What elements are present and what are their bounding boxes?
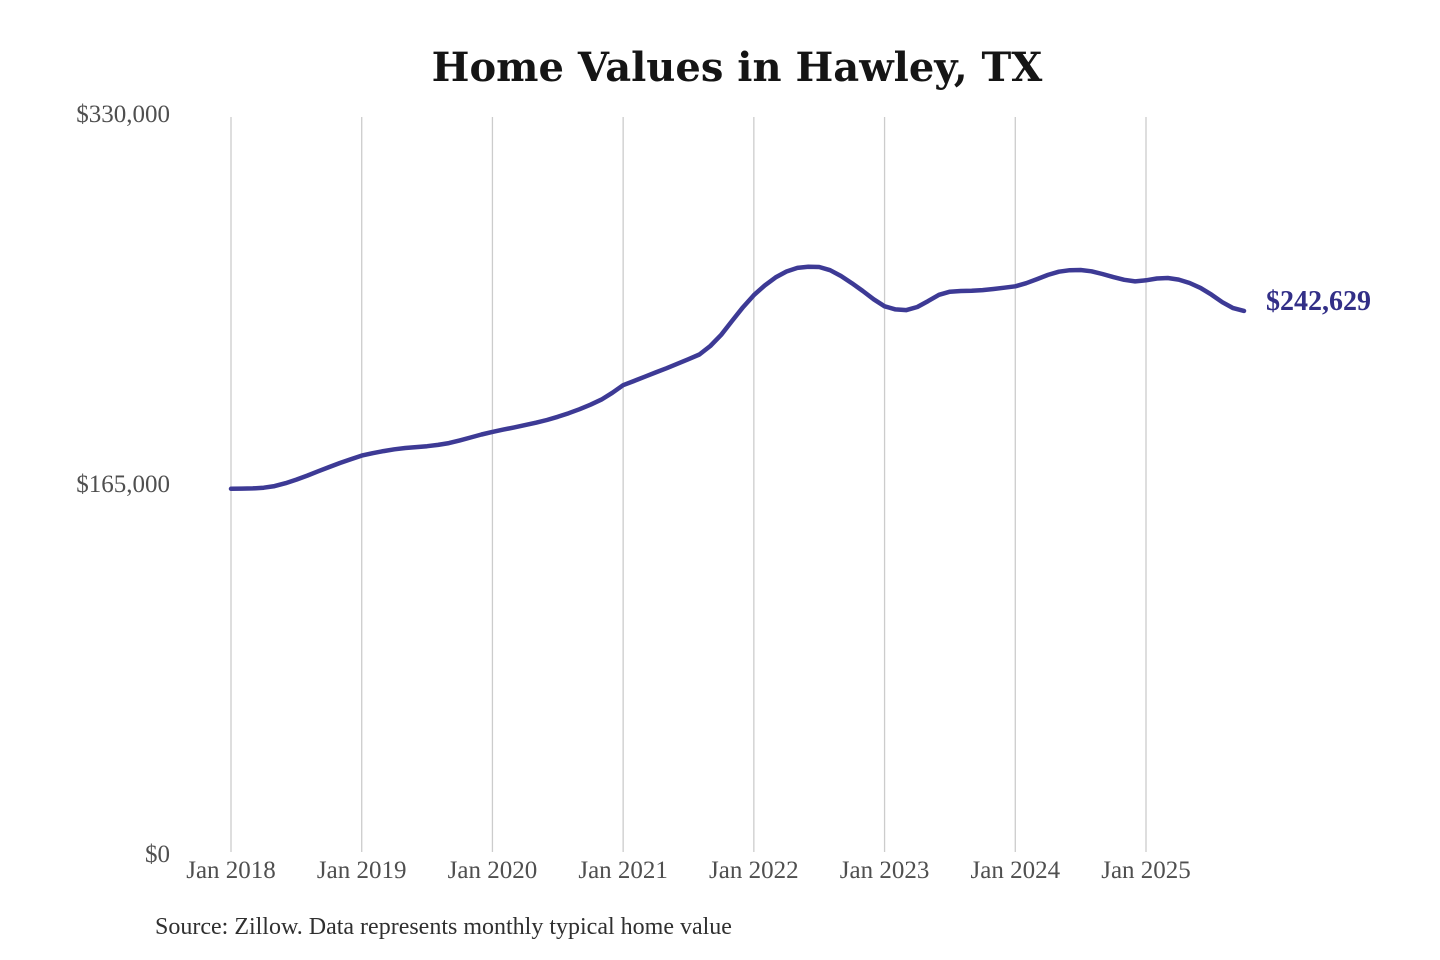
x-tick-label: Jan 2025 — [1101, 857, 1191, 884]
current-value-label: $242,629 — [1266, 285, 1372, 317]
x-tick-label: Jan 2019 — [316, 857, 407, 884]
chart-title: Home Values in Hawley, TX — [431, 44, 1043, 91]
home-value-line — [228, 264, 1247, 492]
y-tick-label: $165,000 — [76, 471, 170, 498]
x-tick-label: Jan 2023 — [839, 857, 930, 884]
x-tick-label: Jan 2018 — [186, 857, 276, 884]
x-tick-label: Jan 2022 — [709, 857, 799, 884]
gridlines — [230, 117, 1147, 852]
y-tick-label: $0 — [145, 841, 170, 868]
y-tick-label: $330,000 — [76, 101, 170, 128]
x-tick-label: Jan 2020 — [447, 857, 538, 884]
source-note: Source: Zillow. Data represents monthly … — [155, 914, 732, 940]
x-tick-label: Jan 2024 — [970, 857, 1061, 884]
x-tick-label: Jan 2021 — [578, 857, 668, 884]
